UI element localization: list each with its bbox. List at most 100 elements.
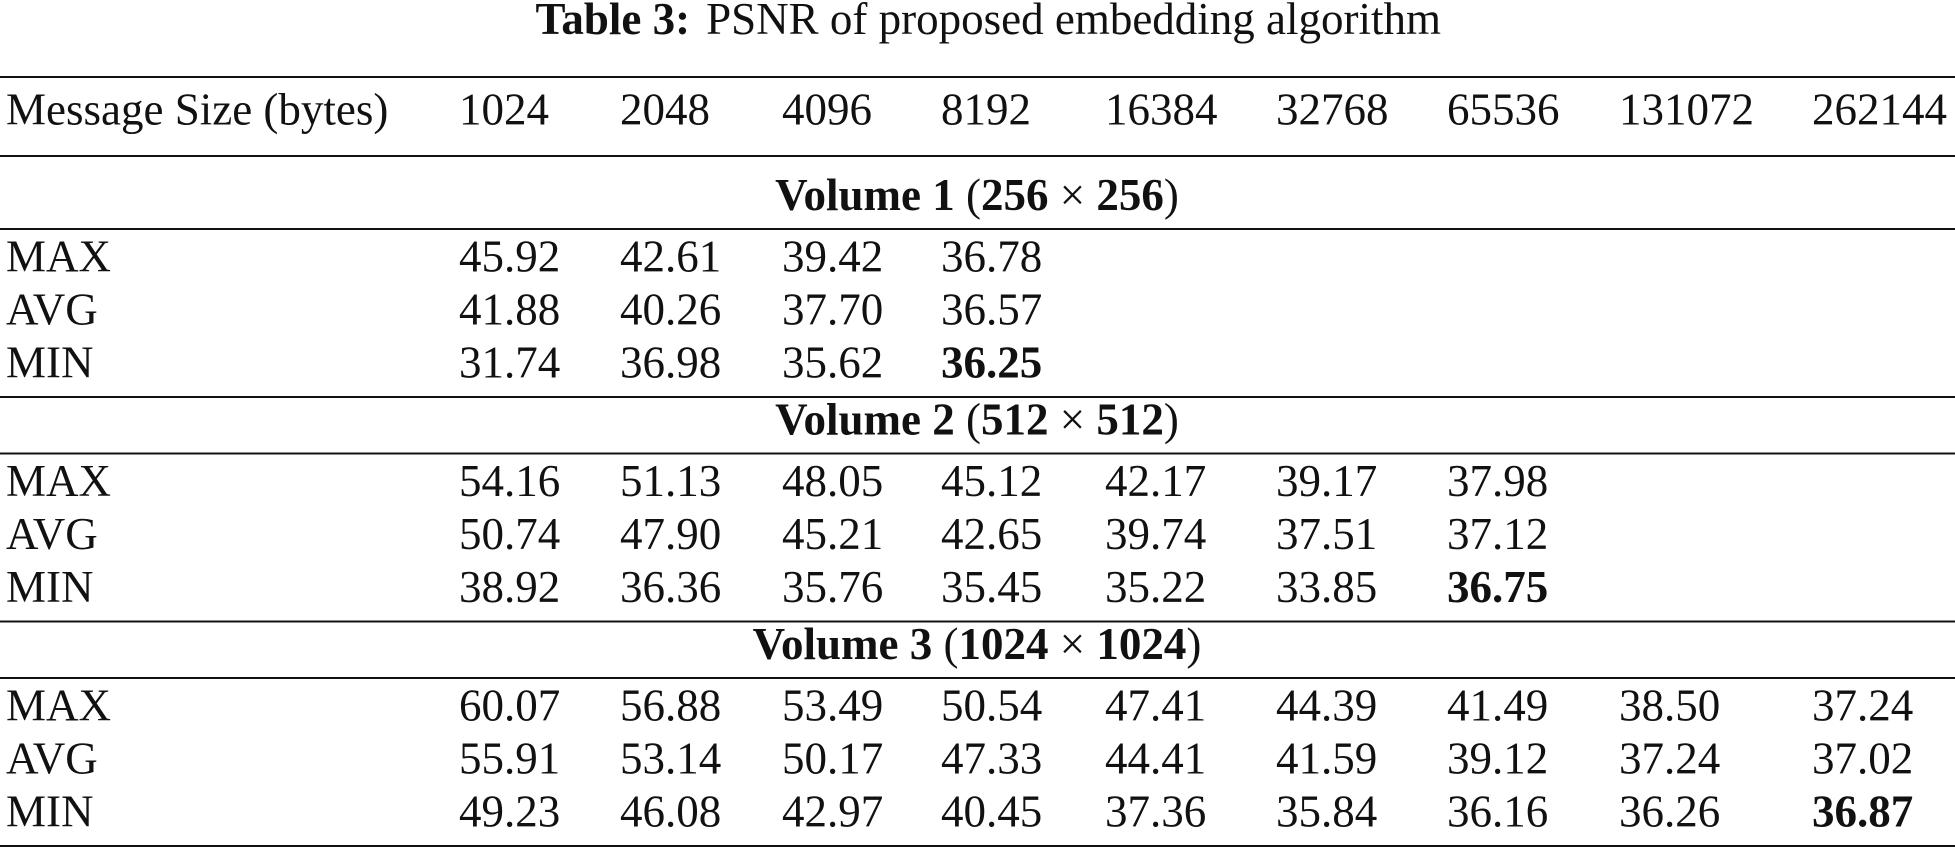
cell: 36.57 — [941, 284, 1042, 334]
header-cell: 65536 — [1447, 84, 1560, 134]
heading-part: Volume 3 — [753, 619, 933, 669]
cell: 51.13 — [620, 456, 721, 506]
cell: 35.62 — [782, 337, 883, 387]
row-label: MIN — [6, 337, 94, 387]
cell: 37.12 — [1447, 509, 1548, 559]
header-cell: 2048 — [620, 84, 710, 134]
cell: 60.07 — [459, 680, 560, 730]
cell: 37.98 — [1447, 456, 1548, 506]
cell: 35.76 — [782, 562, 883, 612]
cell: 42.65 — [941, 509, 1042, 559]
cell: 50.74 — [459, 509, 560, 559]
cell: 47.41 — [1105, 680, 1206, 730]
cell: 35.22 — [1105, 562, 1206, 612]
cell: 36.25 — [941, 337, 1042, 387]
cell: 42.61 — [620, 231, 721, 281]
cell: 54.16 — [459, 456, 560, 506]
cell: 36.26 — [1619, 786, 1720, 836]
heading-part: 512 — [981, 395, 1049, 445]
cell: 39.17 — [1276, 456, 1377, 506]
heading-part: 1024 — [1096, 619, 1186, 669]
cell: 44.39 — [1276, 680, 1377, 730]
cell: 33.85 — [1276, 562, 1377, 612]
header-cell: 131072 — [1619, 84, 1754, 134]
table-caption: Table 3: PSNR of proposed embedding algor… — [479, 0, 1475, 44]
header-cell: 8192 — [941, 84, 1031, 134]
cell: 47.90 — [620, 509, 721, 559]
cell: 42.97 — [782, 786, 883, 836]
heading-part: 256 — [1096, 170, 1164, 220]
row-label: MAX — [6, 231, 111, 281]
heading-part: × — [1048, 619, 1096, 669]
cell: 46.08 — [620, 786, 721, 836]
cell: 36.36 — [620, 562, 721, 612]
cell: 37.24 — [1619, 733, 1720, 783]
row-label: AVG — [6, 509, 98, 559]
header-cell: 262144 — [1812, 84, 1947, 134]
header-cell: 4096 — [782, 84, 872, 134]
cell: 35.84 — [1276, 786, 1377, 836]
heading-part: 256 — [981, 170, 1049, 220]
header-cell: Message Size (bytes) — [6, 84, 388, 134]
cell: 36.78 — [941, 231, 1042, 281]
row-label: MIN — [6, 786, 94, 836]
section-heading: Volume 2 (512 × 512) — [775, 395, 1179, 445]
heading-part: × — [1048, 395, 1096, 445]
cell: 36.87 — [1812, 786, 1913, 836]
header-cell: 32768 — [1276, 84, 1389, 134]
caption-text: PSNR of proposed embedding algorithm — [706, 0, 1441, 44]
cell: 41.59 — [1276, 733, 1377, 783]
header-cell: 16384 — [1105, 84, 1218, 134]
cell: 37.36 — [1105, 786, 1206, 836]
cell: 56.88 — [620, 680, 721, 730]
heading-part: ( — [955, 395, 981, 445]
cell: 55.91 — [459, 733, 560, 783]
cell: 48.05 — [782, 456, 883, 506]
cell: 42.17 — [1105, 456, 1206, 506]
heading-part: ( — [932, 619, 958, 669]
cell: 41.88 — [459, 284, 560, 334]
cell: 39.74 — [1105, 509, 1206, 559]
heading-part: 512 — [1096, 395, 1164, 445]
cell: 53.49 — [782, 680, 883, 730]
heading-part: Volume 2 — [775, 395, 955, 445]
row-label: MAX — [6, 680, 111, 730]
cell: 49.23 — [459, 786, 560, 836]
cell: 38.92 — [459, 562, 560, 612]
cell: 39.42 — [782, 231, 883, 281]
cell: 53.14 — [620, 733, 721, 783]
cell: 37.02 — [1812, 733, 1913, 783]
cell: 44.41 — [1105, 733, 1206, 783]
heading-part: ) — [1164, 170, 1179, 220]
row-label: MAX — [6, 456, 111, 506]
heading-part: × — [1048, 170, 1096, 220]
cell: 40.26 — [620, 284, 721, 334]
cell: 40.45 — [941, 786, 1042, 836]
cell: 39.12 — [1447, 733, 1548, 783]
cell: 47.33 — [941, 733, 1042, 783]
heading-part: Volume 1 — [775, 170, 955, 220]
heading-part: ) — [1164, 395, 1179, 445]
row-label: AVG — [6, 284, 98, 334]
cell: 35.45 — [941, 562, 1042, 612]
row-label: AVG — [6, 733, 98, 783]
cell: 41.49 — [1447, 680, 1548, 730]
cell: 50.54 — [941, 680, 1042, 730]
section-heading: Volume 3 (1024 × 1024) — [753, 619, 1202, 669]
cell: 38.50 — [1619, 680, 1720, 730]
heading-part: 1024 — [958, 619, 1048, 669]
caption-label: Table 3: — [535, 0, 690, 44]
heading-part: ( — [955, 170, 981, 220]
cell: 45.12 — [941, 456, 1042, 506]
row-label: MIN — [6, 562, 94, 612]
cell: 45.21 — [782, 509, 883, 559]
cell: 36.16 — [1447, 786, 1548, 836]
cell: 31.74 — [459, 337, 560, 387]
cell: 37.70 — [782, 284, 883, 334]
heading-part: ) — [1186, 619, 1201, 669]
cell: 37.24 — [1812, 680, 1913, 730]
cell: 36.98 — [620, 337, 721, 387]
cell: 36.75 — [1447, 562, 1548, 612]
header-cell: 1024 — [459, 84, 549, 134]
